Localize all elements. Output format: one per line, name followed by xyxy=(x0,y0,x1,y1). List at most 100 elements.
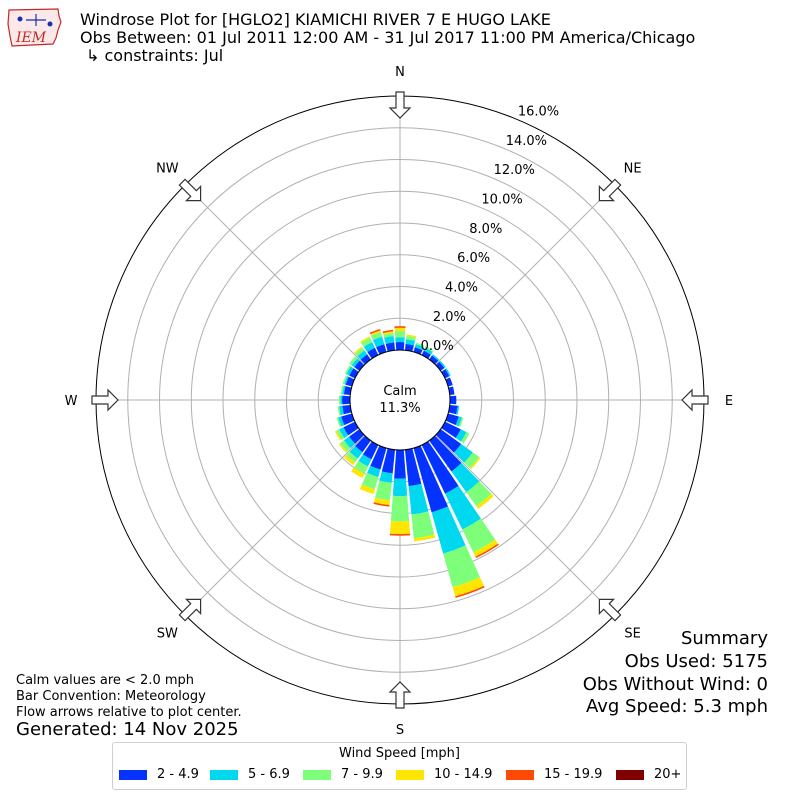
wind-bar-segment xyxy=(458,417,464,428)
legend-label: 5 - 6.9 xyxy=(248,767,290,782)
wind-bar-segment xyxy=(358,454,372,467)
wind-bar-segment xyxy=(431,354,440,361)
compass-label: E xyxy=(725,394,733,409)
wind-bar-segment xyxy=(340,440,351,452)
compass-label: S xyxy=(396,723,404,738)
wind-bar-segment xyxy=(357,350,368,360)
obs-range: Obs Between: 01 Jul 2011 12:00 AM - 31 J… xyxy=(80,28,696,47)
wind-bar-segment xyxy=(344,365,351,375)
plot-title: Windrose Plot for [HGLO2] KIAMICHI RIVER… xyxy=(80,10,551,29)
wind-bar-segment xyxy=(343,421,359,436)
wind-bar-segment xyxy=(413,534,436,542)
legend-swatch xyxy=(506,770,534,780)
wind-bar-segment xyxy=(473,539,498,557)
wind-bar-segment xyxy=(346,451,358,463)
wind-bar-segment xyxy=(343,436,356,449)
compass-labels: N NE E SE S SW W NW xyxy=(65,65,734,738)
wind-bar-segment xyxy=(466,481,492,507)
wind-bar-segment xyxy=(404,343,414,352)
flow-arrow-icon xyxy=(388,681,412,709)
wind-bar-segment xyxy=(336,429,345,440)
legend-label: 7 - 9.9 xyxy=(341,767,383,782)
wind-bar-segment xyxy=(373,497,390,506)
wind-bar-segment xyxy=(369,328,381,335)
wind-bar-segment xyxy=(351,358,360,368)
radial-tick-label: 10.0% xyxy=(481,192,522,207)
wind-bar-segment xyxy=(464,452,480,469)
radial-tick-label: 4.0% xyxy=(445,280,478,295)
legend-swatch xyxy=(210,770,238,780)
flow-arrows-note: Flow arrows relative to plot center. xyxy=(16,705,242,720)
grid-spoke xyxy=(184,184,365,365)
wind-bar-segment xyxy=(475,543,499,559)
legend-swatch xyxy=(119,770,147,780)
flow-arrows xyxy=(91,91,709,709)
wind-bar-segment xyxy=(449,395,457,405)
wind-bar-segment xyxy=(451,463,480,493)
summary-obs-used: Obs Used: 5175 xyxy=(624,651,768,672)
wind-bar-segment xyxy=(389,533,411,536)
calm-circle xyxy=(349,349,451,451)
summary-title: Summary xyxy=(681,628,768,649)
legend-label: 20+ xyxy=(654,767,682,782)
legend-swatch xyxy=(303,770,331,780)
wind-bar-segment xyxy=(455,429,467,442)
calm-label: Calm xyxy=(383,384,416,399)
radial-tick-label: 6.0% xyxy=(457,251,490,266)
wind-bar-segment xyxy=(408,483,429,515)
compass-label: NE xyxy=(624,161,642,176)
wind-bar-segment xyxy=(342,395,351,405)
wind-bar-segment xyxy=(435,361,445,371)
radial-tick-label: 16.0% xyxy=(518,104,559,119)
compass-label: NW xyxy=(156,161,179,176)
wind-bar-segment xyxy=(382,329,394,334)
wind-bar-segment xyxy=(413,445,449,513)
summary-avg-speed: Avg Speed: 5.3 mph xyxy=(586,696,768,717)
wind-bar-segment xyxy=(375,480,392,501)
flow-arrow-icon xyxy=(598,178,622,202)
radial-tick-label: 0.0% xyxy=(421,339,454,354)
wind-bar-segment xyxy=(429,435,462,472)
wind-bar-segment xyxy=(445,368,451,377)
wind-bar-segment xyxy=(445,413,459,426)
wind-bar-segment xyxy=(361,473,379,490)
legend-label: 2 - 4.9 xyxy=(157,767,199,782)
wind-bar-segment xyxy=(339,427,349,439)
wind-bar-segment xyxy=(362,441,379,460)
wind-bar-segment xyxy=(385,342,396,352)
wind-bar-segment xyxy=(344,455,356,466)
wind-bar-segment xyxy=(476,493,494,509)
wind-bars xyxy=(334,326,499,598)
constraints-line: ↳ constraints: Jul xyxy=(86,46,224,65)
wind-bar-segment xyxy=(421,441,459,494)
flow-arrow-icon xyxy=(388,91,412,119)
grid-spoke xyxy=(435,435,616,616)
wind-bar-segment xyxy=(384,336,395,344)
wind-bar-segment xyxy=(355,347,365,357)
legend-label: 15 - 19.9 xyxy=(544,767,603,782)
wind-bar-segment xyxy=(376,344,387,355)
wind-bar-segment xyxy=(435,429,462,453)
legend: Wind Speed [mph] 2 - 4.9 5 - 6.9 7 - 9.9… xyxy=(112,742,687,790)
wind-bar-segment xyxy=(413,347,423,355)
wind-bar-segment xyxy=(406,334,417,338)
legend-label: 10 - 14.9 xyxy=(434,767,493,782)
wind-bar-segment xyxy=(379,471,393,483)
wind-bar-segment xyxy=(394,330,406,338)
radial-tick-labels: 0.0% 2.0% 4.0% 6.0% 8.0% 10.0% 12.0% 14.0% 16.0% xyxy=(421,104,560,354)
wind-bar-segment xyxy=(443,545,481,588)
wind-bar-segment xyxy=(394,449,406,479)
wind-bar-segment xyxy=(340,395,343,405)
wind-bar-segment xyxy=(415,342,425,348)
wind-bar-segment xyxy=(392,478,408,497)
wind-bar-segment xyxy=(360,354,371,365)
wind-bar-segment xyxy=(394,327,406,332)
flow-arrow-icon xyxy=(178,178,202,202)
wind-bar-segment xyxy=(469,456,481,470)
wind-bar-segment xyxy=(349,446,363,459)
wind-bar-segment xyxy=(452,577,484,597)
compass-label: SW xyxy=(157,627,178,642)
wind-bar-segment xyxy=(334,430,342,441)
wind-bar-segment xyxy=(370,445,387,470)
